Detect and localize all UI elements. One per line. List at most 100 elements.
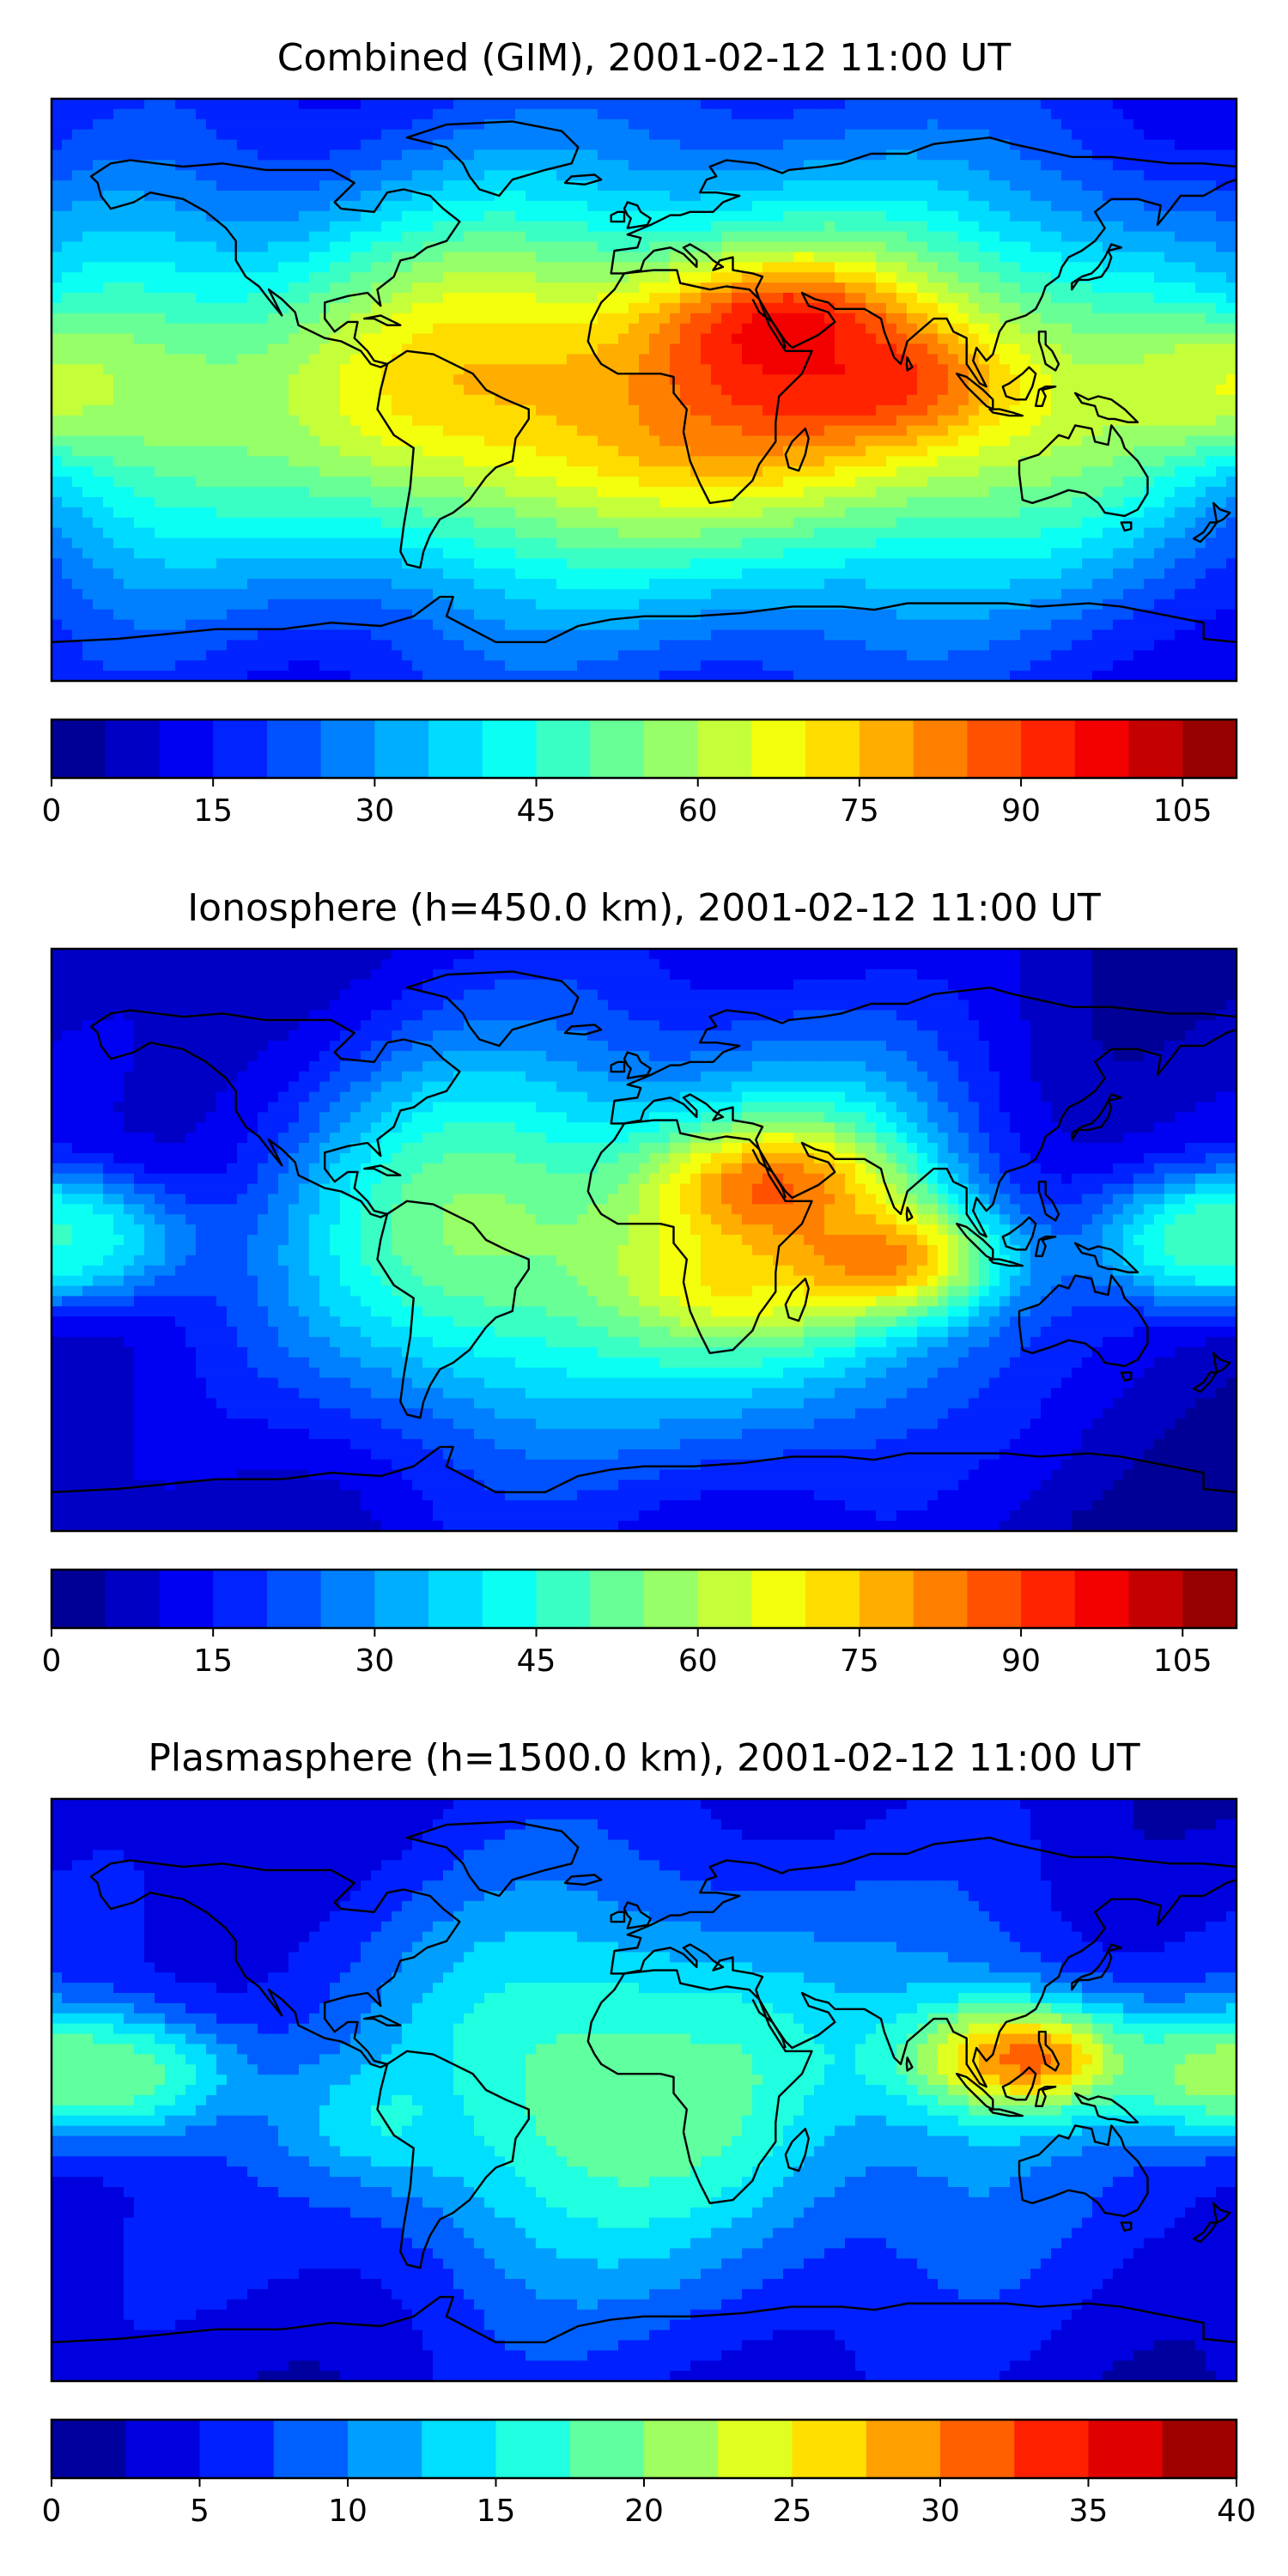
- tec-cell: [701, 446, 712, 457]
- tec-cell: [690, 343, 702, 355]
- tec-cell: [670, 527, 681, 539]
- tec-cell: [845, 231, 856, 243]
- tec-cell: [433, 415, 444, 427]
- tec-cell: [917, 425, 928, 437]
- tec-cell: [999, 191, 1011, 202]
- tec-cell: [1175, 200, 1186, 212]
- tec-cell: [721, 323, 732, 335]
- tec-cell: [701, 323, 712, 335]
- tec-cell: [876, 446, 887, 457]
- tec-cell: [855, 385, 866, 396]
- tec-cell: [103, 477, 114, 488]
- tec-cell: [1123, 139, 1134, 151]
- tec-cell: [598, 313, 609, 325]
- tec-cell: [474, 354, 485, 365]
- tec-cell: [752, 385, 763, 396]
- tec-cell: [1072, 333, 1083, 345]
- tec-cell: [515, 283, 526, 294]
- tec-cell: [340, 118, 351, 131]
- tec-cell: [1113, 517, 1124, 529]
- tec-cell: [773, 160, 784, 171]
- tec-cell: [1216, 129, 1227, 141]
- tec-cell: [979, 487, 990, 498]
- tec-cell: [1041, 118, 1052, 131]
- tec-cell: [299, 302, 310, 314]
- tec-cell: [680, 160, 691, 171]
- tec-cell: [855, 160, 866, 171]
- tec-cell: [938, 302, 949, 314]
- tec-cell: [793, 527, 805, 539]
- tec-cell: [629, 343, 640, 355]
- tec-cell: [804, 180, 815, 191]
- tec-cell: [62, 313, 73, 325]
- tec-cell: [649, 477, 660, 488]
- tec-cell: [659, 129, 671, 141]
- tec-cell: [278, 160, 289, 171]
- tec-cell: [392, 241, 403, 253]
- tec-cell: [52, 466, 63, 477]
- tec-cell: [680, 313, 691, 325]
- tec-cell: [999, 343, 1011, 355]
- tec-cell: [299, 221, 310, 233]
- tec-cell: [340, 507, 351, 519]
- tec-cell: [701, 241, 712, 253]
- tec-cell: [196, 343, 207, 355]
- tec-cell: [855, 435, 866, 447]
- tec-cell: [392, 415, 403, 427]
- tec-cell: [93, 425, 104, 437]
- tec-cell: [505, 108, 516, 120]
- tec-cell: [464, 487, 475, 498]
- tec-cell: [608, 354, 619, 365]
- tec-cell: [804, 385, 815, 396]
- tec-cell: [350, 149, 361, 161]
- tec-cell: [824, 139, 835, 151]
- tec-cell: [371, 517, 382, 529]
- tec-cell: [1144, 456, 1155, 467]
- tec-cell: [144, 272, 155, 283]
- tec-cell: [1020, 425, 1031, 437]
- tec-cell: [824, 477, 835, 488]
- tec-cell: [958, 129, 969, 141]
- tec-cell: [711, 517, 722, 529]
- tec-cell: [1020, 99, 1031, 110]
- tec-cell: [876, 404, 887, 416]
- tec-cell: [732, 252, 743, 263]
- tec-cell: [783, 272, 794, 283]
- tec-cell: [639, 272, 650, 283]
- tec-cell: [371, 99, 382, 110]
- tec-cell: [866, 129, 877, 141]
- tec-cell: [515, 221, 526, 233]
- tec-cell: [1206, 394, 1217, 406]
- tec-cell: [979, 404, 990, 416]
- tec-cell: [495, 160, 506, 171]
- tec-cell: [752, 200, 763, 212]
- tec-cell: [824, 446, 835, 457]
- tec-cell: [412, 323, 423, 335]
- tec-cell: [999, 180, 1011, 191]
- tec-cell: [1123, 487, 1134, 498]
- tec-cell: [793, 354, 805, 365]
- tec-cell: [268, 466, 279, 477]
- tec-cell: [402, 323, 413, 335]
- tec-cell: [134, 180, 145, 191]
- tec-cell: [1195, 517, 1206, 529]
- tec-cell: [484, 118, 495, 131]
- tec-cell: [1216, 477, 1227, 488]
- tec-cell: [350, 99, 361, 110]
- tec-cell: [227, 283, 238, 294]
- tec-cell: [247, 302, 258, 314]
- tec-cell: [1103, 323, 1114, 335]
- tec-cell: [443, 415, 454, 427]
- tec-cell: [134, 302, 145, 314]
- tec-cell: [134, 252, 145, 263]
- tec-cell: [917, 343, 928, 355]
- tec-cell: [361, 293, 372, 304]
- tec-cell: [268, 262, 279, 273]
- tec-cell: [1185, 200, 1196, 212]
- tec-cell: [433, 435, 444, 447]
- tec-cell: [907, 139, 918, 151]
- tec-cell: [876, 477, 887, 488]
- tec-cell: [82, 364, 94, 375]
- tec-cell: [1123, 99, 1134, 110]
- tec-cell: [62, 446, 73, 457]
